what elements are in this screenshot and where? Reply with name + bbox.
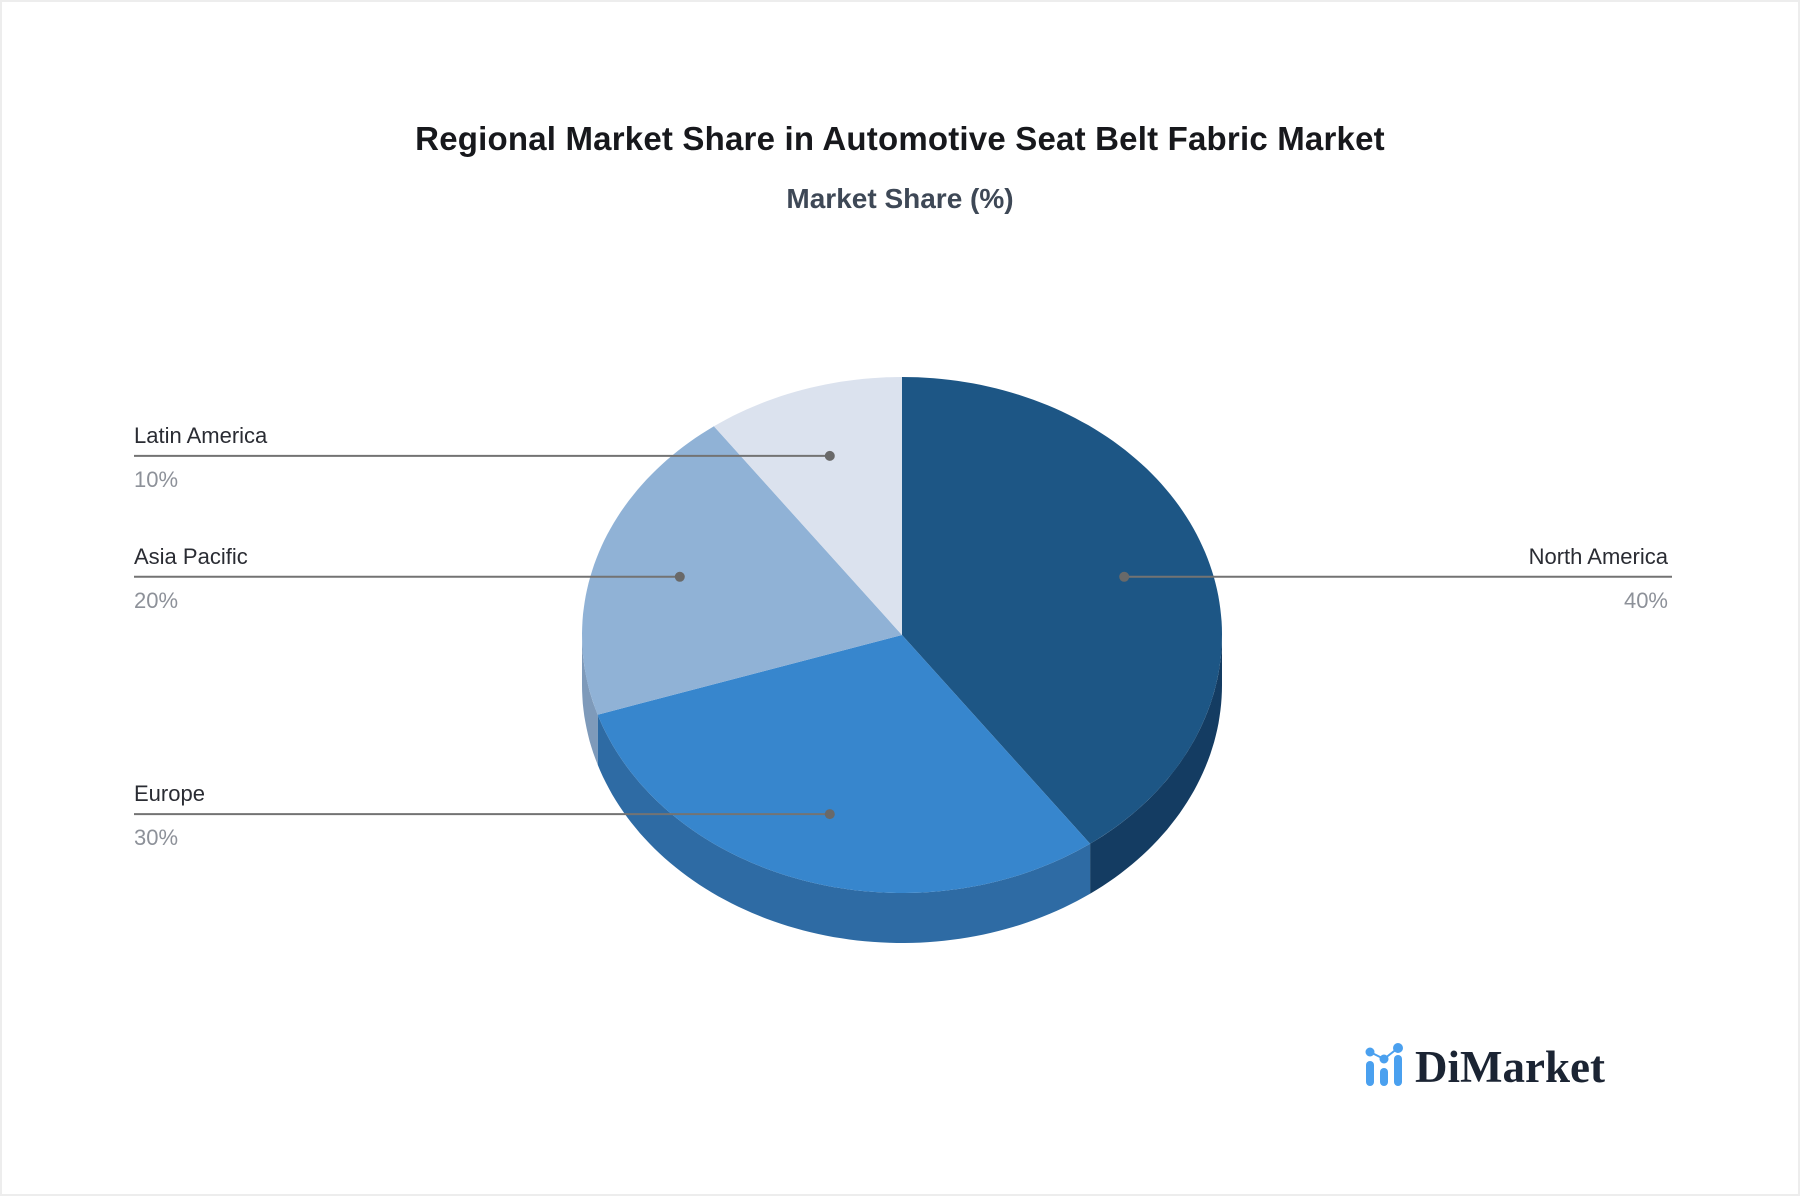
chart-title: Regional Market Share in Automotive Seat… xyxy=(415,120,1385,157)
slice-name: Latin America xyxy=(134,423,268,448)
dimarket-logo: DiMarket xyxy=(1365,1042,1605,1092)
slice-percent: 10% xyxy=(134,467,179,492)
chart-subtitle: Market Share (%) xyxy=(786,183,1014,214)
slice-percent: 40% xyxy=(1623,588,1668,613)
slice-name: North America xyxy=(1528,544,1668,569)
slice-name: Europe xyxy=(134,781,205,806)
bar-line-chart-icon xyxy=(1365,1043,1403,1086)
slice-percent: 20% xyxy=(134,588,179,613)
logo-text: DiMarket xyxy=(1415,1042,1605,1092)
slice-percent: 30% xyxy=(134,825,179,850)
slice-name: Asia Pacific xyxy=(134,544,248,569)
